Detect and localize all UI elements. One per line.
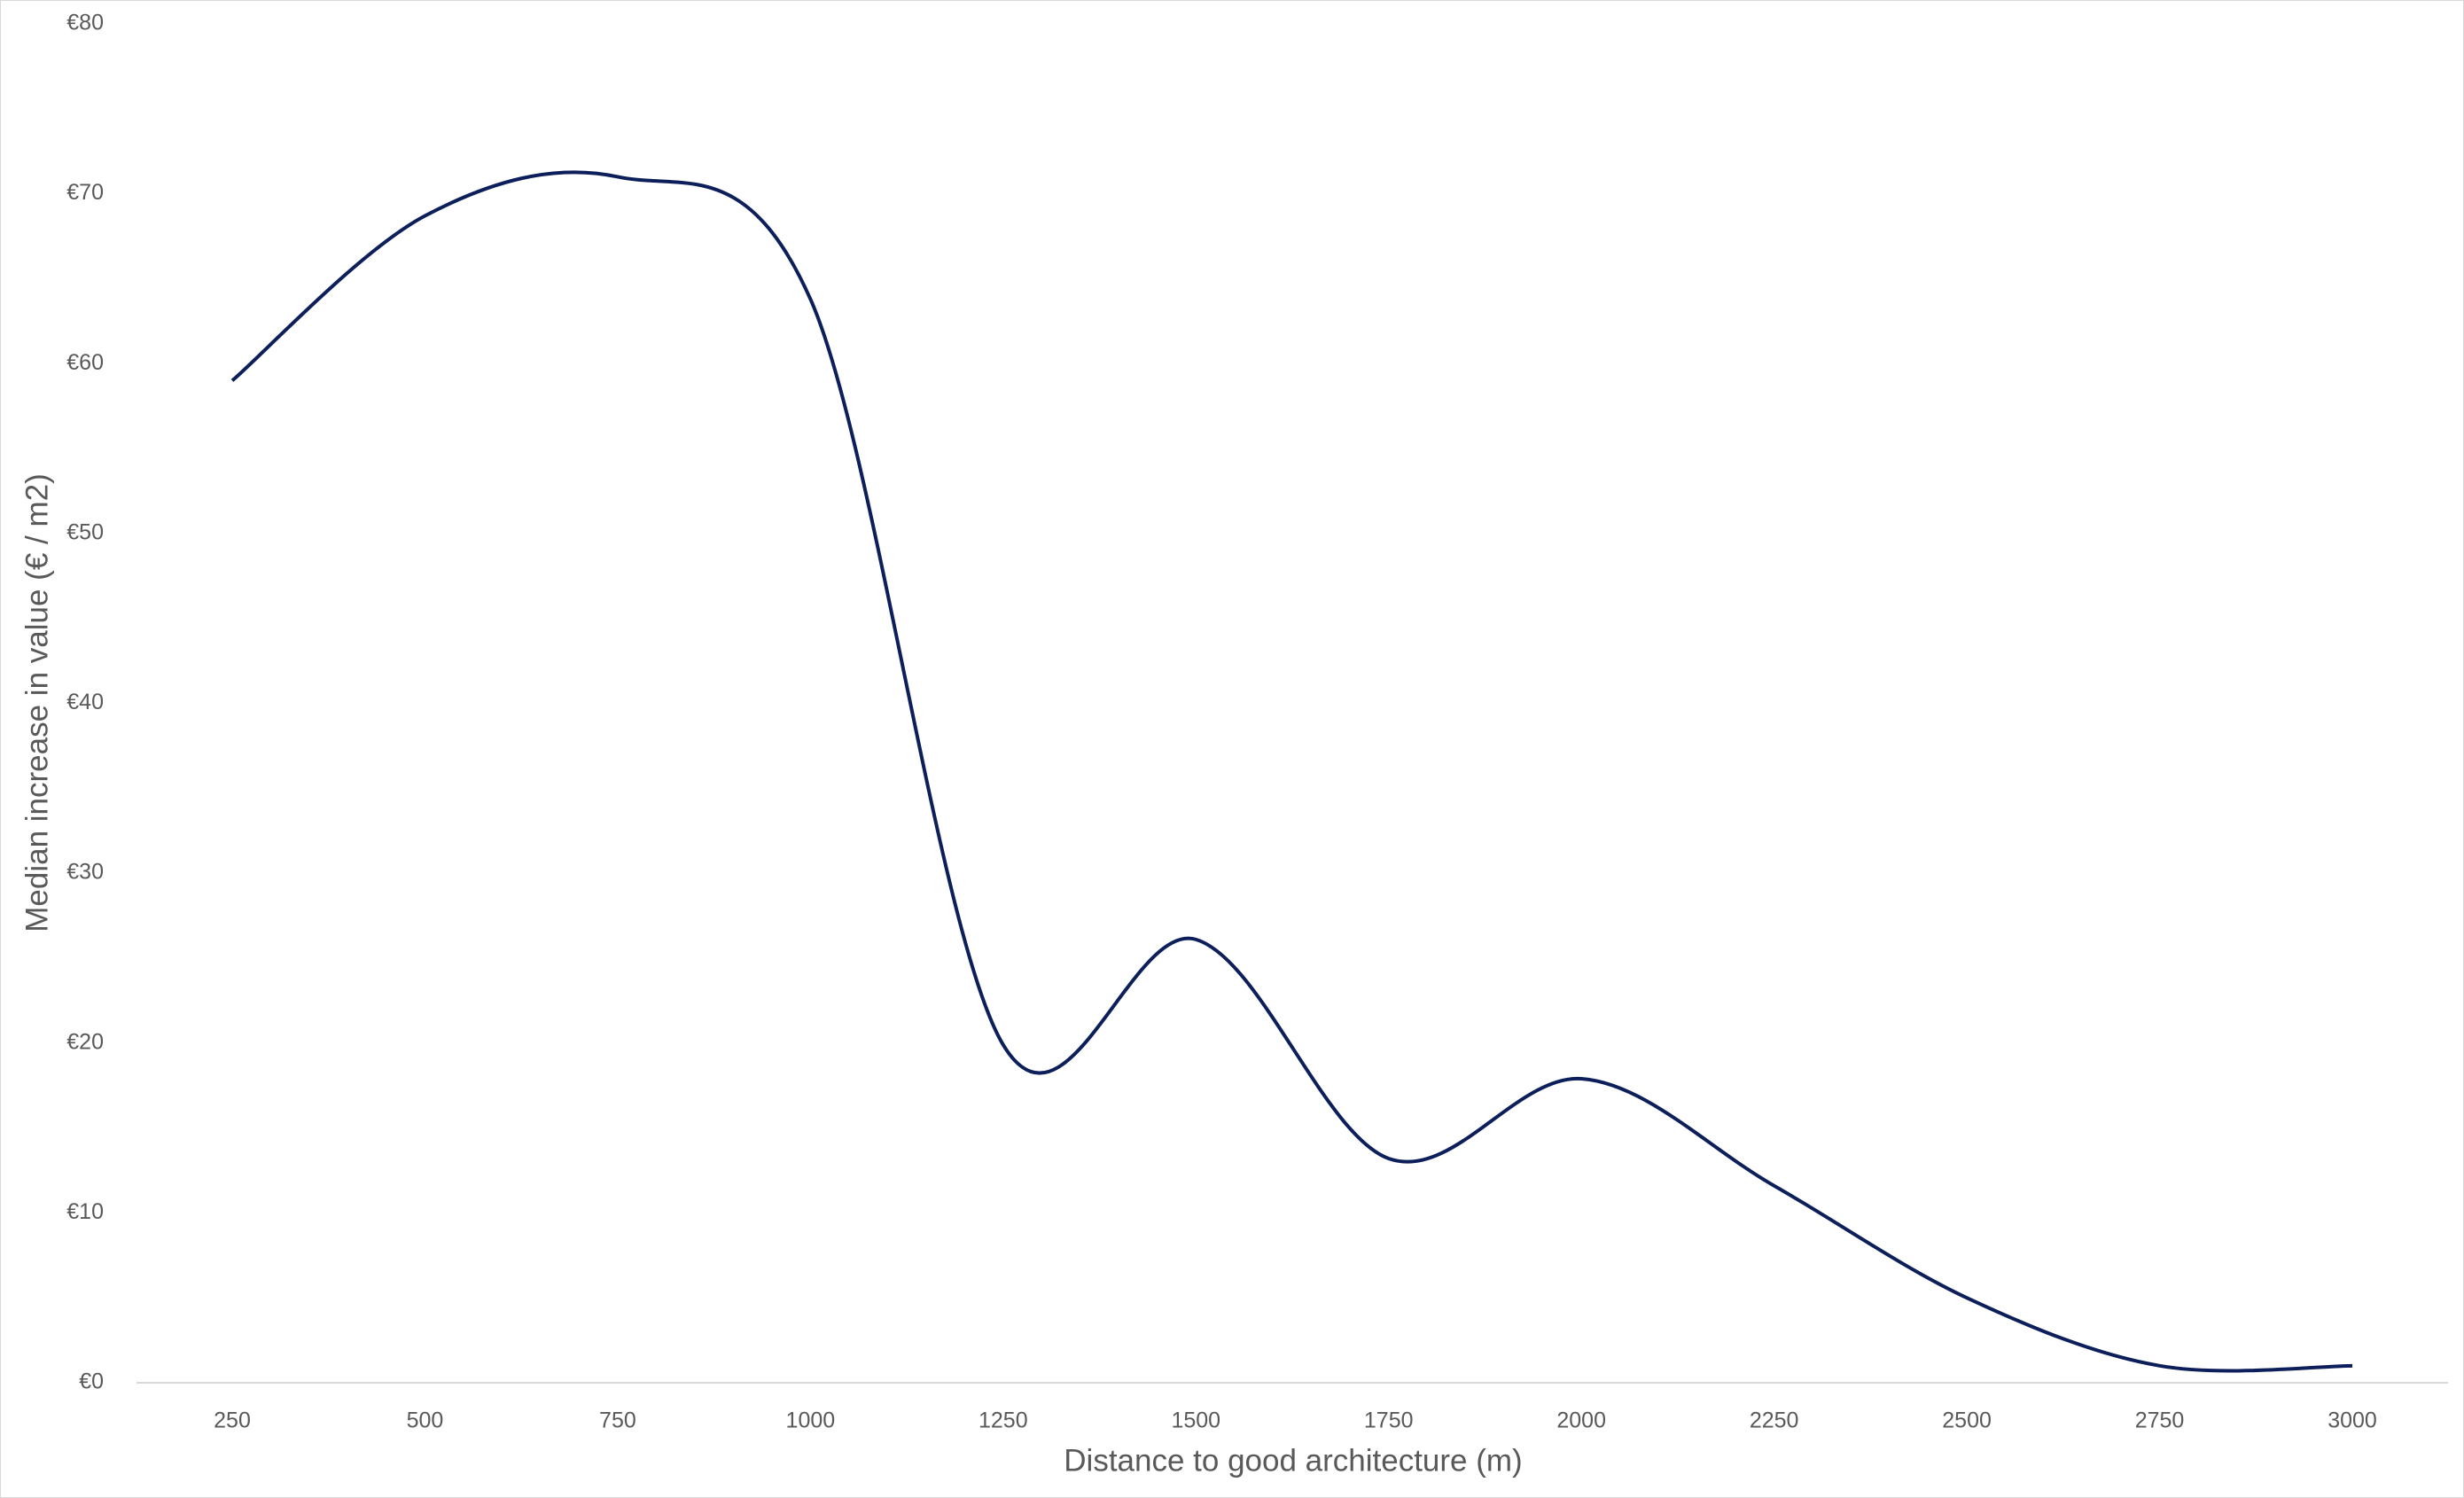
y-tick-label: €40: [66, 690, 104, 714]
x-tick-label: 250: [214, 1408, 251, 1433]
y-tick-label: €60: [66, 350, 104, 375]
y-tick-label: €0: [79, 1369, 104, 1394]
x-tick-label: 1750: [1364, 1408, 1414, 1433]
x-tick-label: 500: [407, 1408, 444, 1433]
x-tick-label: 2250: [1750, 1408, 1799, 1433]
x-axis-title: Distance to good architecture (m): [1064, 1443, 1522, 1478]
x-tick-label: 750: [599, 1408, 636, 1433]
y-tick-label: €70: [66, 180, 104, 205]
y-axis-title: Median increase in value (€ / m2): [19, 473, 54, 932]
x-tick-label: 3000: [2328, 1408, 2377, 1433]
data-line: [230, 170, 2353, 1373]
x-tick-label: 1000: [786, 1408, 836, 1433]
y-tick-label: €80: [66, 11, 104, 35]
y-tick-label: €30: [66, 860, 104, 885]
y-tick-label: €10: [66, 1199, 104, 1224]
x-tick-label: 2500: [1942, 1408, 1992, 1433]
x-tick-label: 2750: [2135, 1408, 2185, 1433]
x-tick-label: 1250: [979, 1408, 1028, 1433]
y-tick-label: €50: [66, 519, 104, 544]
y-tick-label: €20: [66, 1029, 104, 1054]
x-tick-label: 2000: [1556, 1408, 1606, 1433]
x-tick-label: 1500: [1171, 1408, 1220, 1433]
